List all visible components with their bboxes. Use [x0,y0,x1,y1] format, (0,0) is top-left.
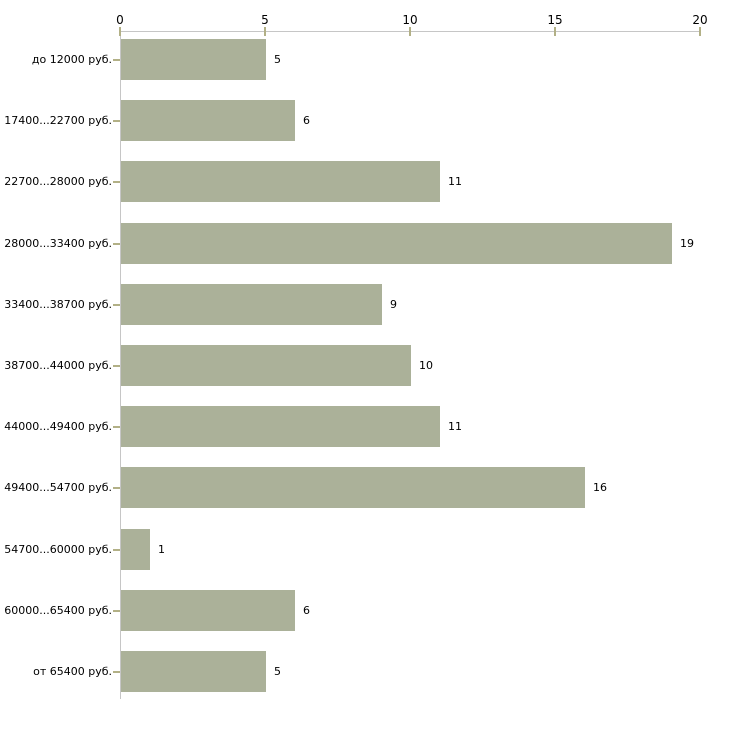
value-label: 16 [593,480,607,494]
category-label: от 65400 руб. [33,664,112,678]
y-tick-mark [113,58,120,61]
bar [121,529,150,570]
category-label: 49400...54700 руб. [4,480,112,494]
category-label: 44000...49400 руб. [4,419,112,433]
x-tick-mark [119,27,121,36]
x-tick-label: 5 [261,13,269,27]
category-label: до 12000 руб. [31,52,112,66]
value-label: 10 [419,358,433,372]
category-label: 60000...65400 руб. [4,603,112,617]
x-tick-mark [264,27,266,36]
y-tick-mark [113,425,120,428]
y-tick-mark [113,303,120,306]
category-label: 28000...33400 руб. [4,236,112,250]
y-tick-mark [113,609,120,612]
y-tick-mark [113,242,120,245]
bar [121,590,295,631]
value-label: 6 [303,113,310,127]
value-label: 11 [448,174,462,188]
category-label: 17400...22700 руб. [4,113,112,127]
bar [121,100,295,141]
bar [121,406,440,447]
x-tick-label: 15 [547,13,563,27]
x-tick-mark [409,27,411,36]
y-tick-mark [113,364,120,367]
x-tick-label: 20 [692,13,708,27]
bar [121,223,672,264]
value-label: 11 [448,419,462,433]
y-axis-line [120,31,121,699]
value-label: 6 [303,603,310,617]
y-tick-mark [113,670,120,673]
bar [121,39,266,80]
value-label: 19 [680,236,694,250]
x-tick-mark [699,27,701,36]
y-tick-mark [113,119,120,122]
x-tick-label: 0 [116,13,124,27]
y-tick-mark [113,548,120,551]
bar [121,651,266,692]
y-tick-mark [113,180,120,183]
bar [121,161,440,202]
x-tick-label: 10 [402,13,418,27]
y-tick-mark [113,486,120,489]
bar [121,467,585,508]
value-label: 5 [274,52,281,66]
value-label: 1 [158,542,165,556]
category-label: 22700...28000 руб. [4,174,112,188]
bar [121,345,411,386]
bar [121,284,382,325]
x-tick-mark [554,27,556,36]
category-label: 54700...60000 руб. [4,542,112,556]
value-label: 5 [274,664,281,678]
category-label: 33400...38700 руб. [4,297,112,311]
category-label: 38700...44000 руб. [4,358,112,372]
value-label: 9 [390,297,397,311]
